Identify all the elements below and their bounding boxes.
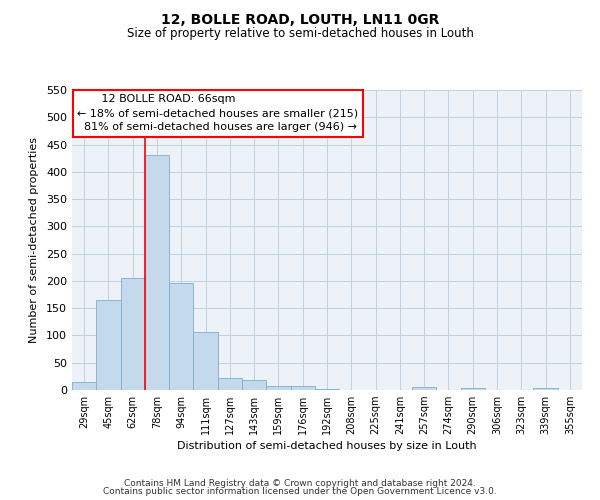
Bar — [242, 380, 266, 390]
Bar — [169, 282, 193, 390]
Bar — [461, 388, 485, 390]
Bar — [290, 386, 315, 390]
Text: Size of property relative to semi-detached houses in Louth: Size of property relative to semi-detach… — [127, 28, 473, 40]
Text: Contains HM Land Registry data © Crown copyright and database right 2024.: Contains HM Land Registry data © Crown c… — [124, 478, 476, 488]
Bar — [72, 382, 96, 390]
Bar — [218, 378, 242, 390]
Text: Contains public sector information licensed under the Open Government Licence v3: Contains public sector information licen… — [103, 487, 497, 496]
Bar — [121, 278, 145, 390]
Y-axis label: Number of semi-detached properties: Number of semi-detached properties — [29, 137, 39, 343]
Text: 12, BOLLE ROAD, LOUTH, LN11 0GR: 12, BOLLE ROAD, LOUTH, LN11 0GR — [161, 12, 439, 26]
Bar — [145, 156, 169, 390]
X-axis label: Distribution of semi-detached houses by size in Louth: Distribution of semi-detached houses by … — [177, 442, 477, 452]
Bar — [412, 388, 436, 390]
Bar — [96, 300, 121, 390]
Bar — [193, 332, 218, 390]
Bar — [266, 386, 290, 390]
Bar — [533, 388, 558, 390]
Text: 12 BOLLE ROAD: 66sqm
← 18% of semi-detached houses are smaller (215)
  81% of se: 12 BOLLE ROAD: 66sqm ← 18% of semi-detac… — [77, 94, 358, 132]
